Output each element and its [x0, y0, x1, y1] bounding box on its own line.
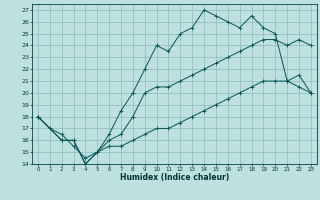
X-axis label: Humidex (Indice chaleur): Humidex (Indice chaleur): [120, 173, 229, 182]
